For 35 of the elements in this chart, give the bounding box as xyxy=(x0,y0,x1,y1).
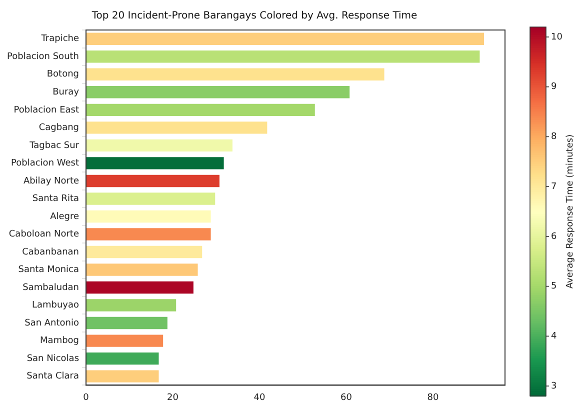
color-bar-title: Average Response Time (minutes) xyxy=(565,134,576,289)
y-tick-label: Tagbac Sur xyxy=(28,140,80,151)
chart-title: Top 20 Incident-Prone Barangays Colored by Avg. Response Time xyxy=(90,10,418,22)
color-bar-label: 9 xyxy=(551,82,557,92)
y-tick-label: Trapiche xyxy=(40,34,80,44)
x-tick-label: 40 xyxy=(254,392,266,403)
color-bar-label: 10 xyxy=(551,32,563,42)
y-tick-label: Sambaludan xyxy=(22,282,80,293)
y-tick-label: San Antonio xyxy=(24,318,80,328)
y-tick-label: Mambog xyxy=(40,336,80,346)
x-tick-label: 80 xyxy=(427,392,439,403)
y-tick-label: Abilay Norte xyxy=(23,176,80,186)
color-bar-label: 4 xyxy=(551,332,557,342)
y-tick-label: Alegre xyxy=(50,212,80,222)
y-tick-label: Poblacion East xyxy=(14,105,80,116)
y-tick-label: Buray xyxy=(52,88,80,98)
y-tick-label: San Nicolas xyxy=(26,354,80,364)
color-bar-label: 8 xyxy=(551,132,557,142)
y-tick-label: Cagbang xyxy=(38,123,80,134)
x-tick-label: 60 xyxy=(340,392,352,403)
y-tick-label: Botong xyxy=(46,70,80,80)
color-bar-label: 3 xyxy=(551,381,557,392)
color-bar-label: 7 xyxy=(551,182,557,192)
y-tick-label: Lambuyao xyxy=(32,300,80,311)
y-tick-label: Santa Clara xyxy=(26,372,80,382)
y-tick-label: Cabanbanan xyxy=(22,247,80,258)
y-tick-label: Poblacion South xyxy=(6,52,80,62)
y-tick-label: Santa Monica xyxy=(18,265,80,276)
y-tick-label: Poblacion West xyxy=(11,158,80,169)
y-tick-label: Santa Rita xyxy=(32,194,80,204)
color-bar-label: 6 xyxy=(551,232,557,242)
color-bar-label: 5 xyxy=(551,282,557,292)
y-tick-label: Caboloan Norte xyxy=(8,230,80,240)
x-tick-label: 0 xyxy=(83,392,90,403)
x-tick-label: 20 xyxy=(167,392,179,403)
